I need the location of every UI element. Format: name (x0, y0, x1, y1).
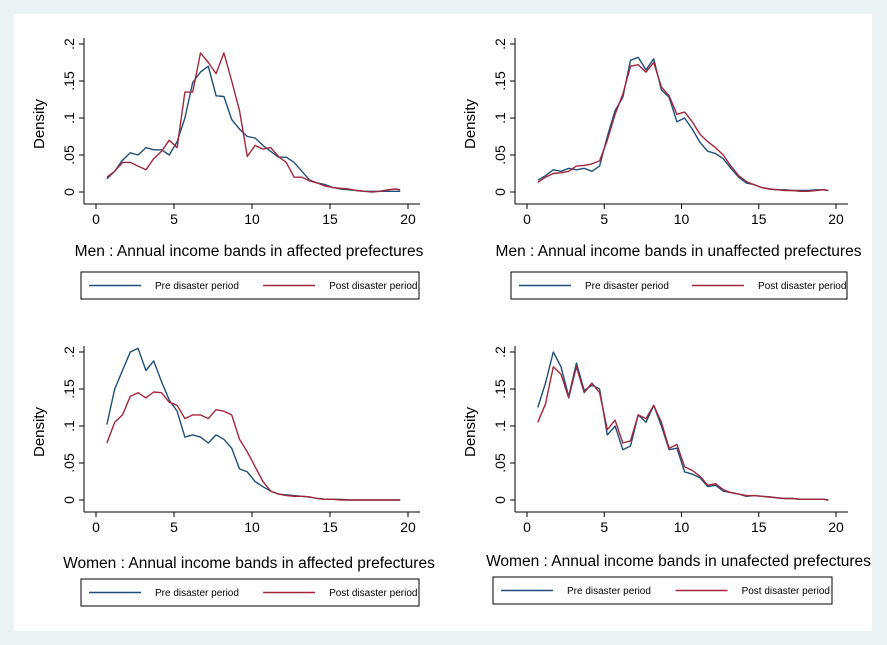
series-line-post (106, 391, 401, 501)
x-tick-label: 0 (92, 211, 100, 227)
legend: Pre disaster period Post disaster period (492, 576, 833, 605)
y-tick-label: .1 (492, 112, 508, 124)
legend-label-pre: Pre disaster period (585, 281, 669, 292)
legend: Pre disaster period Post disaster period (510, 271, 848, 300)
x-axis-label: Men : Annual income bands in affected pr… (75, 243, 424, 260)
x-tick-label: 20 (828, 211, 844, 227)
legend: Pre disaster period Post disaster period (80, 271, 420, 300)
series-line-post (106, 52, 401, 193)
legend-label-post: Post disaster period (329, 588, 417, 599)
chart-panel-4: 0 .05 .1 .15 .2 0 5 10 15 20 Density Women : Annual… (462, 346, 871, 605)
y-tick-label: .15 (492, 379, 508, 399)
y-tick-label: .1 (61, 420, 77, 432)
chart-panel-1: 0 .05 .1 .15 .2 0 5 10 15 20 Density Men : Annual i… (31, 38, 424, 300)
chart-panel-2: 0 .05 .1 .15 .2 0 5 10 15 20 Density Men : Annual i… (462, 38, 862, 300)
x-tick-label: 0 (523, 519, 531, 535)
x-tick-label: 5 (600, 519, 608, 535)
y-tick-label: 0 (492, 496, 508, 504)
legend-label-pre: Pre disaster period (567, 586, 651, 597)
chart-panel-3: 0 .05 .1 .15 .2 0 5 10 15 20 Density Women : Annual… (31, 346, 435, 607)
y-tick-label: .2 (492, 38, 508, 50)
legend-label-post: Post disaster period (742, 586, 830, 597)
series-line-post (537, 61, 829, 193)
series-line-pre (106, 65, 401, 193)
y-tick-label: 0 (492, 188, 508, 196)
y-tick-label: .1 (61, 112, 77, 124)
y-tick-label: .05 (61, 453, 77, 473)
y-axis-label: Density (31, 98, 48, 149)
x-tick-label: 10 (244, 519, 260, 535)
legend-box (492, 576, 833, 605)
series-line-pre (537, 56, 829, 192)
legend-label-pre: Pre disaster period (155, 281, 239, 292)
x-tick-label: 0 (523, 211, 531, 227)
x-tick-label: 15 (322, 211, 338, 227)
y-tick-label: .15 (61, 71, 77, 91)
y-axis-label: Density (462, 98, 479, 149)
y-tick-label: 0 (61, 188, 77, 196)
x-tick-label: 10 (244, 211, 260, 227)
x-tick-label: 5 (170, 519, 178, 535)
series-line-pre (106, 347, 401, 501)
y-tick-label: .2 (492, 346, 508, 358)
x-tick-label: 20 (828, 519, 844, 535)
legend: Pre disaster period Post disaster period (80, 578, 420, 607)
y-tick-label: .05 (61, 145, 77, 165)
series-line-post (537, 366, 829, 501)
x-tick-label: 5 (170, 211, 178, 227)
x-tick-label: 0 (92, 519, 100, 535)
x-tick-label: 15 (751, 519, 767, 535)
x-axis-label: Women : Annual income bands in affected … (63, 555, 435, 572)
y-axis-label: Density (462, 406, 479, 457)
x-tick-label: 15 (322, 519, 338, 535)
x-axis-label: Men : Annual income bands in unaffected … (496, 243, 862, 260)
legend-label-post: Post disaster period (758, 281, 846, 292)
x-tick-label: 15 (751, 211, 767, 227)
x-tick-label: 20 (400, 211, 416, 227)
y-tick-label: .2 (61, 346, 77, 358)
x-tick-label: 10 (674, 211, 690, 227)
x-tick-label: 10 (674, 519, 690, 535)
figure-canvas: 0.05.1.15.2 0 5 10 15 20 Density Men : Annual i… (14, 14, 872, 631)
legend-label-post: Post disaster period (329, 281, 417, 292)
y-tick-label: .1 (492, 420, 508, 432)
x-tick-label: 5 (600, 211, 608, 227)
y-tick-label: .15 (492, 71, 508, 91)
y-tick-label: .2 (61, 38, 77, 50)
x-tick-label: 20 (400, 519, 416, 535)
y-tick-label: 0 (61, 496, 77, 504)
y-axis-label: Density (31, 406, 48, 457)
series-line-pre (537, 351, 829, 501)
x-axis-label: Women : Annual income bands in unafected… (486, 553, 871, 570)
y-tick-label: .15 (61, 379, 77, 399)
legend-label-pre: Pre disaster period (155, 588, 239, 599)
y-tick-label: .05 (492, 453, 508, 473)
y-tick-label: .05 (492, 145, 508, 165)
